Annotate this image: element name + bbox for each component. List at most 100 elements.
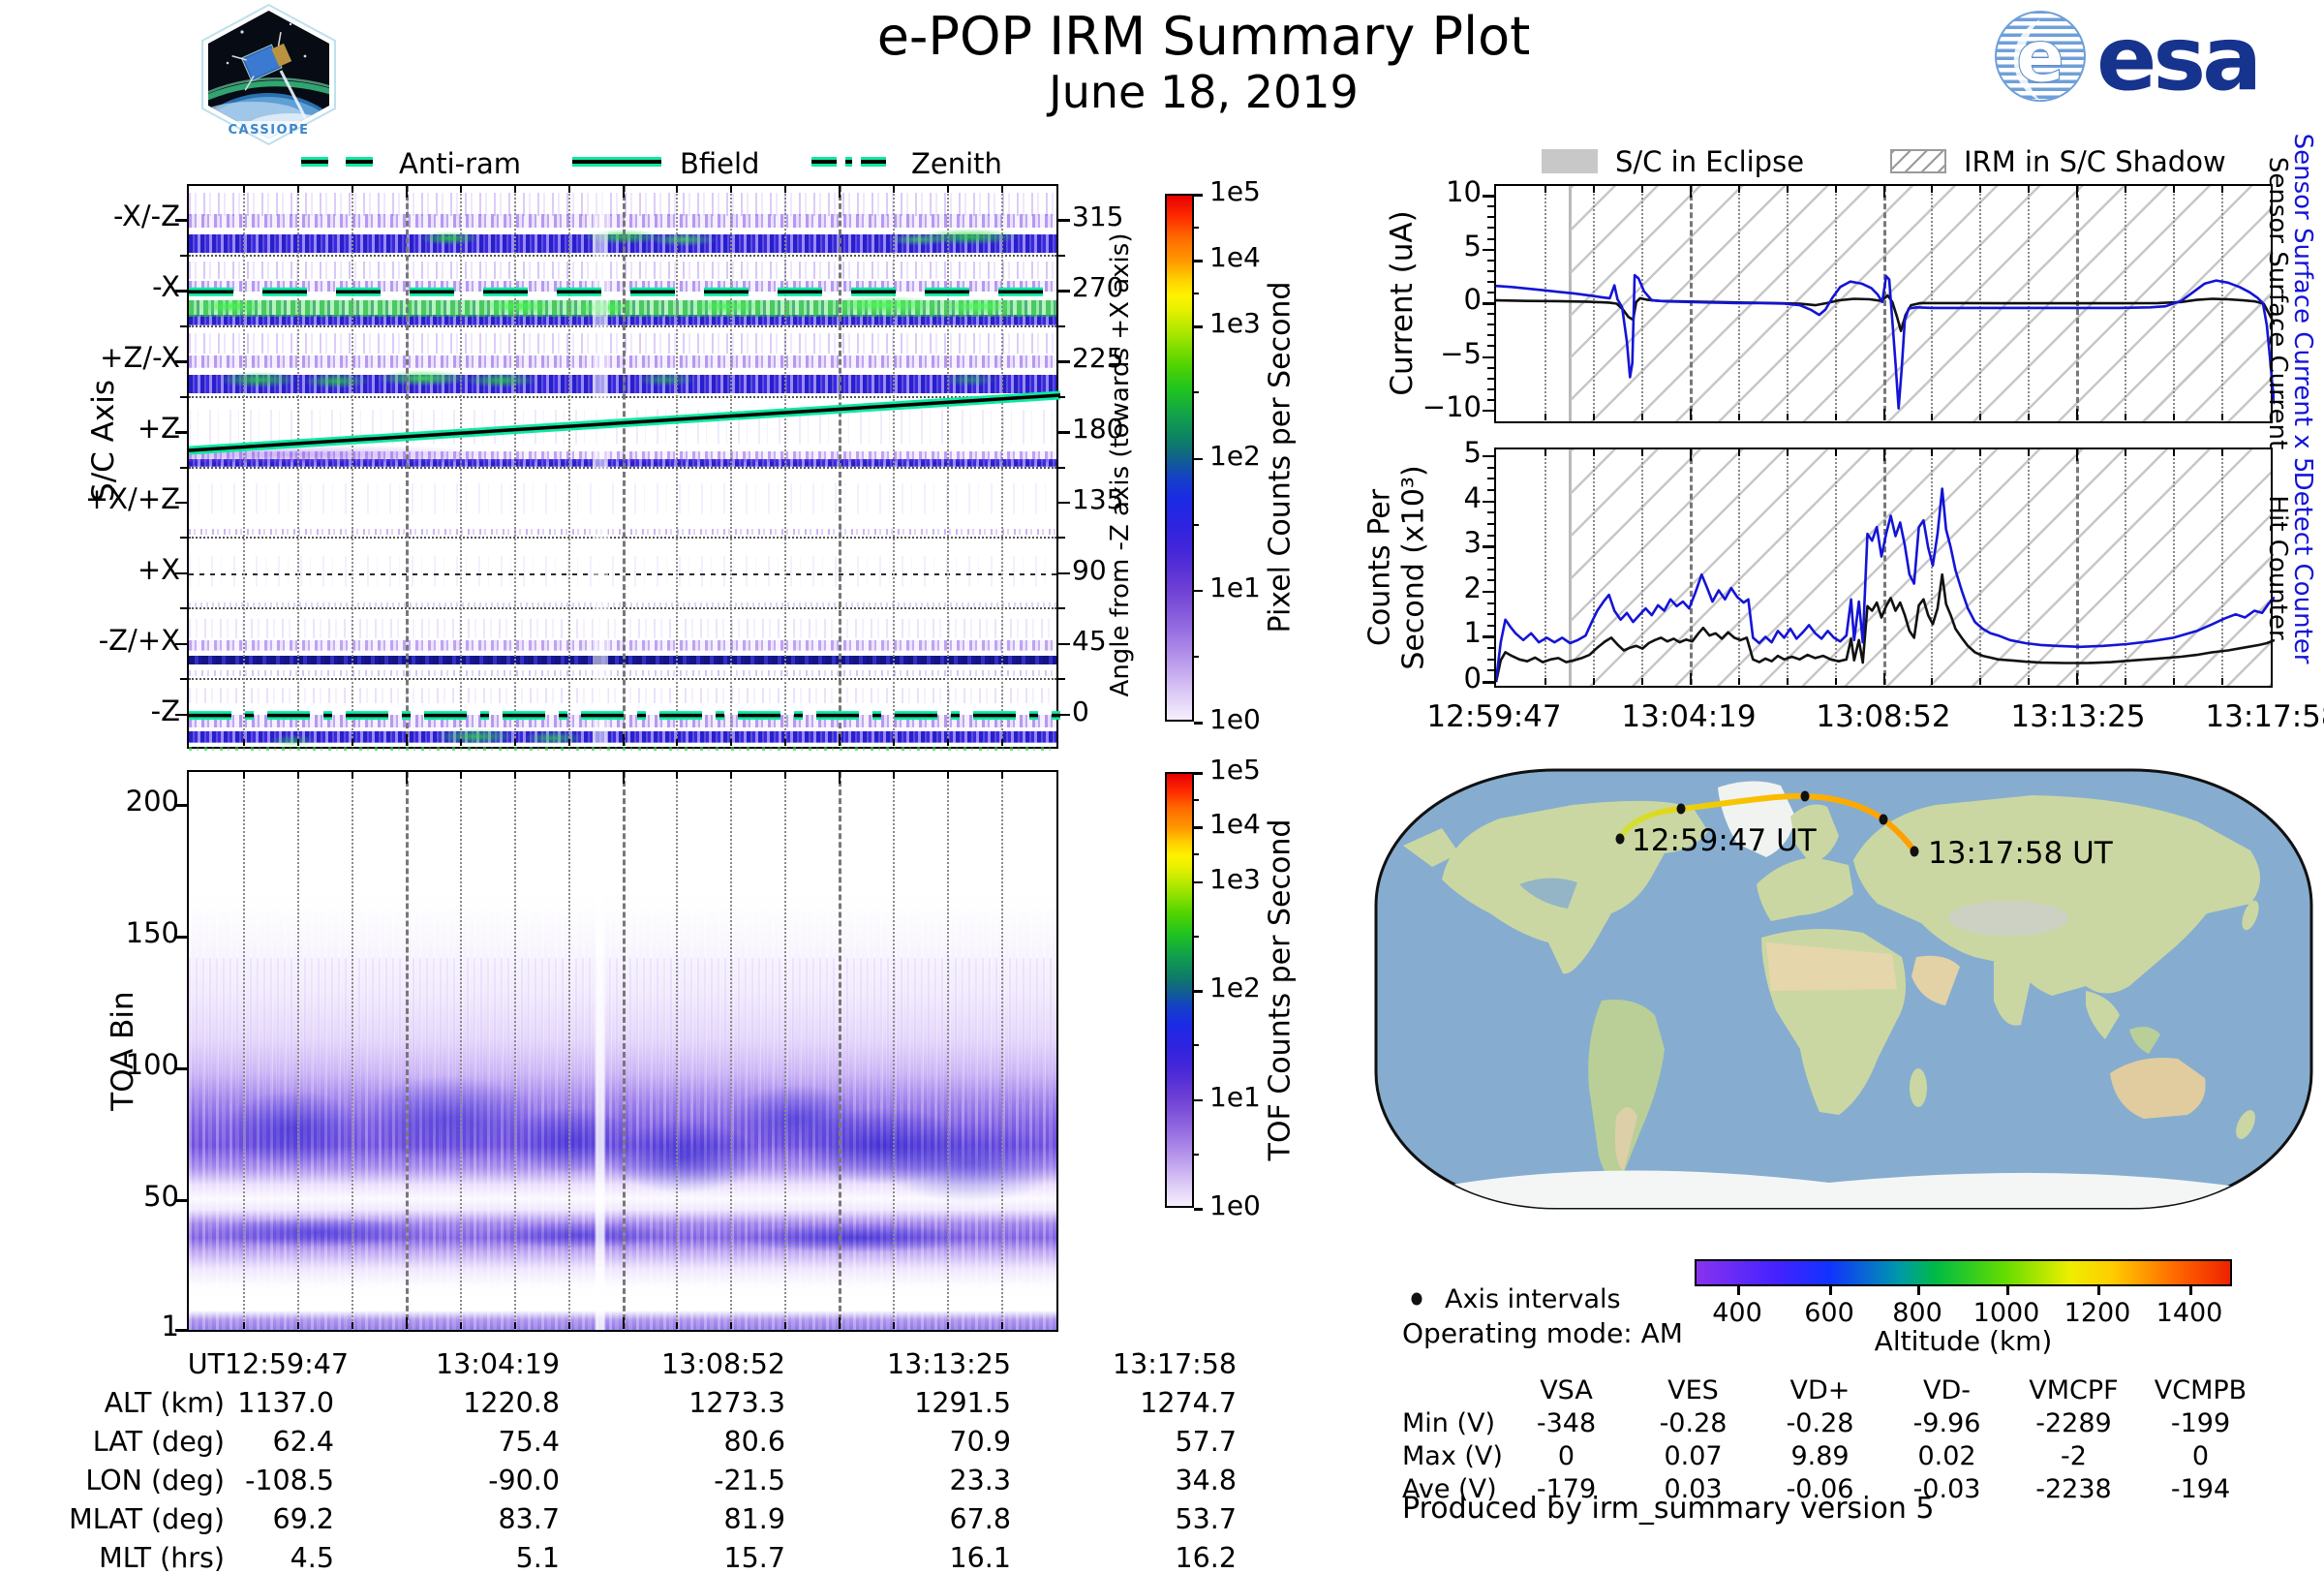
y-tick [1058,290,1070,293]
y-tick-minor [1058,324,1065,327]
x-tick [1931,678,1934,685]
x-tick [1834,186,1837,193]
x-tick [730,772,733,779]
band-label: +Z/-X [100,341,180,375]
ephemeris-value: 15.7 [723,1542,785,1574]
gridline [2125,449,2127,685]
y-tick [1483,545,1494,548]
angle-tick-label: 180 [1072,413,1124,446]
x-tick [1786,186,1789,193]
angle-tick-label: 0 [1072,694,1089,727]
y-tick-minor [1487,377,1494,380]
colorbar-tick-label: 1e5 [1209,754,1261,786]
curve-sensor-surface-current [1496,293,2275,332]
gridline [893,186,896,746]
x-tick [893,1322,896,1329]
track-point-4 [1879,814,1888,825]
y-tick-minor [1487,280,1494,283]
voltage-value: -0.03 [1912,1474,1981,1504]
counts-panel [1494,448,2275,688]
ephemeris-table: UT 12:59:47 13:04:19 13:08:52 13:13:25 13:17:… [55,1348,1237,1574]
x-tick [405,772,408,784]
ground-track-map: 12:59:47 UT 13:17:58 UT [1374,768,2313,1210]
x-tick [1592,186,1595,193]
gridline [513,186,516,746]
gridline [567,186,570,746]
ephemeris-value: -21.5 [714,1465,785,1497]
voltage-row-label: Max (V) [1402,1441,1503,1471]
x-tick [2221,186,2224,193]
y-tick-minor [180,537,187,540]
x-tick [839,772,841,784]
voltage-row-label: Min (V) [1402,1408,1496,1438]
x-tick [513,186,516,193]
x-tick [2125,414,2127,420]
x-tick [296,772,299,779]
gridline [1544,186,1546,420]
y-tick [1483,195,1494,198]
x-tick [351,772,353,779]
x-tick [622,734,625,746]
sc-axis-spectrogram-panel [187,184,1060,751]
map-arabia [1911,955,1960,1005]
y-tick [175,713,187,717]
colorbar-tick-minor [1194,293,1199,295]
y-tick-minor [1487,205,1494,208]
x-tick [2028,414,2031,420]
x-tick [1689,673,1692,685]
ephemeris-value: 1274.7 [1140,1387,1237,1419]
tof-counts-colorbar-label: TOF Counts per Second [1263,818,1298,1161]
voltage-value: 0.03 [1664,1474,1723,1504]
gridline [459,186,462,746]
x-tick [296,1322,299,1329]
time-tick-label: 12:59:47 [1426,699,1562,734]
x-tick [676,772,679,779]
y-tick-minor [1487,291,1494,293]
counts-ytick-label: 2 [1463,571,1482,604]
y-tick-minor [180,395,187,398]
x-tick [242,739,245,746]
x-tick [1882,186,1885,198]
gridline [893,772,896,1329]
band-label: -X [152,270,180,304]
altitude-tick [1737,1286,1740,1295]
voltage-value: -179 [1536,1474,1597,1504]
axis-intervals-label: Axis intervals [1445,1284,1621,1314]
colorbar-tick-minor [1194,1044,1199,1047]
colorbar-tick [1194,325,1203,328]
band-label: +X/+Z [84,481,180,515]
legend-bfield-line-icon [572,157,661,167]
y-tick [1483,454,1494,458]
x-tick [1689,186,1692,198]
y-tick [175,360,187,363]
y-tick-minor [1487,269,1494,272]
altitude-tick-label: 1400 [2156,1298,2223,1328]
irm-shadow-hatch-region-2 [1571,449,2271,686]
gridline [947,186,950,746]
colorbar-tick [1194,826,1203,829]
x-tick [784,739,787,746]
current-ytick-label: 10 [1446,175,1482,209]
band-label: -X/-Z [113,200,180,233]
gridline [351,772,353,1329]
x-tick [1689,449,1692,461]
colorbar-tick-label: 1e5 [1209,175,1261,207]
x-tick [405,1317,408,1329]
x-tick [2076,409,2079,420]
x-tick [1931,449,1934,456]
colorbar-tick [1194,589,1203,593]
ephemeris-value: 80.6 [723,1426,785,1458]
x-tick [1592,449,1595,456]
current-ytick-label: 0 [1463,283,1482,316]
x-tick [1640,414,1643,420]
x-tick [676,186,679,193]
y-tick-minor [1487,511,1494,514]
toa-ytick-label: 100 [125,1048,179,1081]
angle-tick-label: 135 [1072,482,1124,515]
gridline [622,772,626,1329]
colorbar-tick-label: 1e1 [1209,1080,1261,1113]
x-tick [1544,414,1546,420]
voltage-value: -0.06 [1786,1474,1854,1504]
altitude-tick [2189,1286,2192,1295]
